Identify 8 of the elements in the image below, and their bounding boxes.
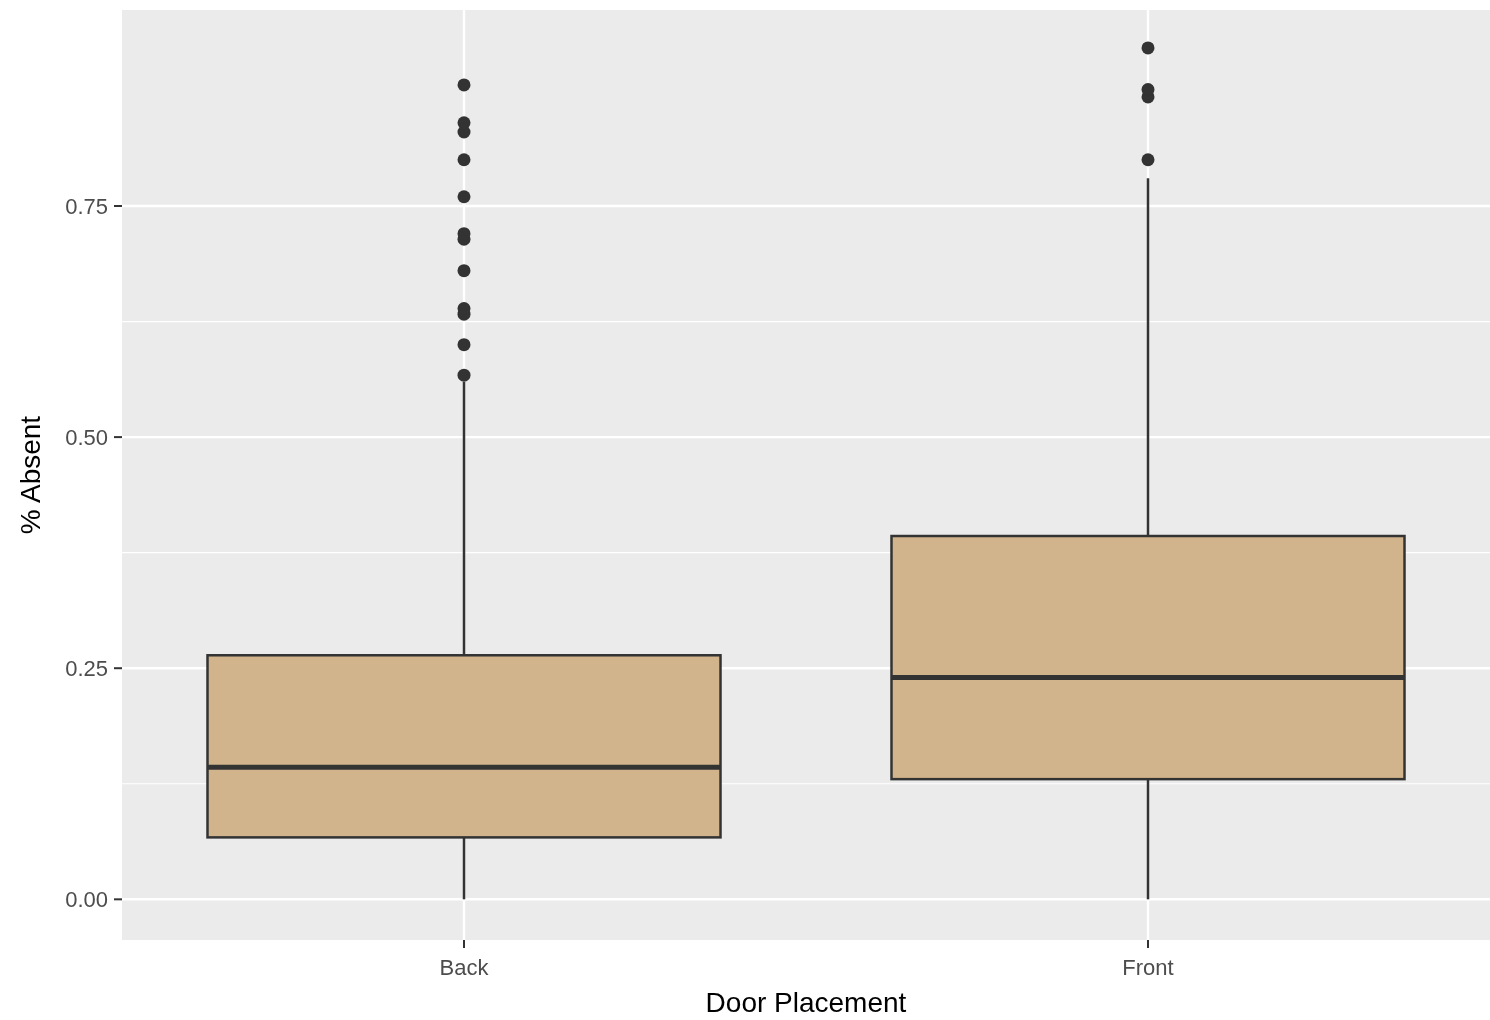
y-tick-label: 0.75 <box>65 193 108 219</box>
x-tick-label: Back <box>439 955 490 980</box>
y-axis-title: % Absent <box>15 415 46 535</box>
y-tick-label: 0.00 <box>65 887 108 913</box>
x-tick-label: Front <box>1122 955 1174 980</box>
y-tick-label: 0.25 <box>65 655 108 681</box>
y-tick-label: 0.50 <box>65 424 108 450</box>
x-axis-title: Door Placement <box>705 987 907 1018</box>
